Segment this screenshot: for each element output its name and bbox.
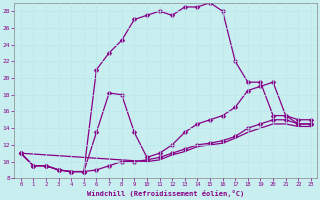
X-axis label: Windchill (Refroidissement éolien,°C): Windchill (Refroidissement éolien,°C)	[87, 190, 244, 197]
